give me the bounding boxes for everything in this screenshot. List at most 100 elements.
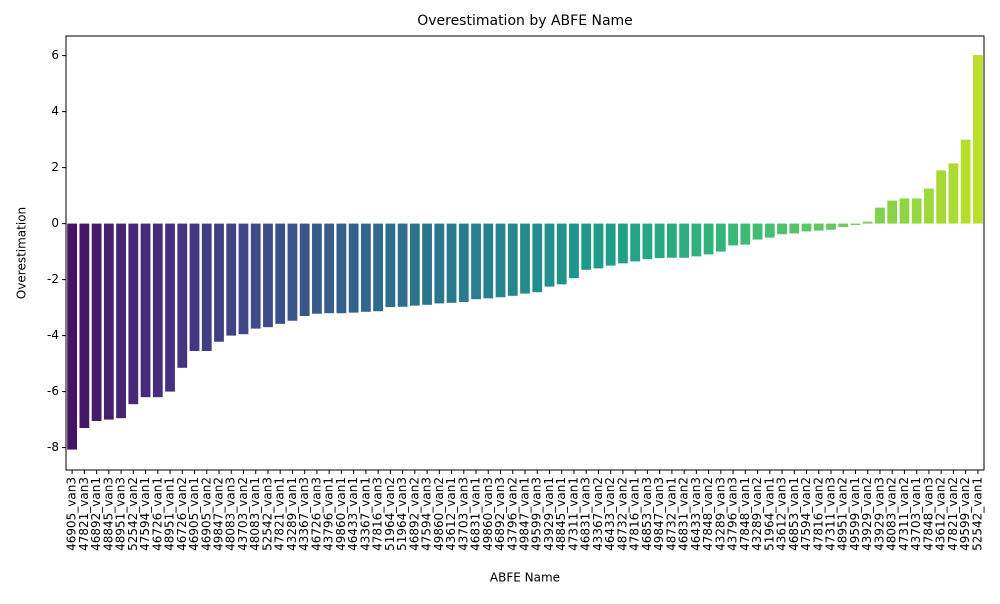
x-tick-label: 49860_van1 (334, 477, 348, 551)
bar (605, 223, 616, 266)
x-tick-label: 52542_van3 (260, 477, 274, 551)
bar (385, 223, 396, 308)
bar (471, 223, 481, 300)
x-tick-label: 47848_van2 (701, 477, 715, 551)
x-tick-label: 43367_van1 (358, 477, 372, 551)
x-tick-label: 49860_van3 (481, 477, 495, 551)
x-tick-label: 43367_van2 (591, 477, 605, 551)
bar (936, 170, 947, 224)
bar (250, 223, 261, 329)
x-tick-label: 43289_van2 (750, 477, 764, 551)
bar (777, 223, 787, 235)
x-tick-label: 48951_van2 (836, 477, 850, 551)
x-tick-label: 47821_van2 (946, 477, 960, 551)
x-tick-label: 47816_van2 (811, 477, 825, 551)
x-tick-label: 46433_van2 (603, 477, 617, 551)
x-tick-label: 48951_van3 (114, 477, 128, 551)
bar (569, 223, 579, 279)
x-tick-label: 43703_van3 (456, 477, 470, 551)
bar (312, 223, 322, 314)
bar (764, 223, 775, 238)
x-tick-label: 46831_van1 (469, 477, 483, 551)
bar (666, 223, 677, 258)
x-tick-label: 49599_van3 (530, 477, 544, 551)
bar (458, 223, 469, 302)
x-tick-label: 49847_van2 (212, 477, 226, 551)
x-tick-label: 46905_van1 (187, 477, 201, 551)
x-tick-label: 48083_van2 (885, 477, 899, 551)
x-tick-label: 47594_van1 (138, 477, 152, 551)
bar (483, 223, 494, 299)
bar (520, 223, 530, 294)
x-tick-label: 43612_van1 (444, 477, 458, 551)
x-tick-label: 43289_van1 (285, 477, 299, 551)
bar (838, 223, 849, 227)
bar (275, 223, 286, 324)
bar (238, 223, 249, 335)
x-tick-label: 43796_van3 (726, 477, 740, 551)
x-tick-label: 43929_van3 (872, 477, 886, 551)
x-tick-label: 46853_van1 (787, 477, 801, 551)
bar (165, 223, 175, 392)
y-axis-label: Overestimation (15, 207, 29, 299)
x-tick-label: 48083_van3 (224, 477, 238, 551)
y-tick-label: -4 (47, 328, 59, 342)
bar (960, 139, 971, 224)
y-tick-label: 2 (51, 160, 59, 174)
x-tick-label: 46892_van2 (407, 477, 421, 551)
x-tick-label: 46726_van3 (309, 477, 323, 551)
x-tick-label: 51964_van3 (395, 477, 409, 551)
x-tick-label: 43612_van2 (934, 477, 948, 551)
bar (507, 223, 518, 296)
x-tick-label: 48732_van1 (664, 477, 678, 551)
bar (79, 223, 90, 428)
x-tick-label: 43796_van1 (322, 477, 336, 551)
x-tick-label: 46726_van2 (175, 477, 189, 551)
bar (642, 223, 653, 260)
x-tick-label: 46831_van3 (579, 477, 593, 551)
x-tick-label: 47821_van3 (77, 477, 91, 551)
bar (728, 223, 738, 246)
bar (91, 223, 102, 421)
x-tick-label: 49860_van2 (432, 477, 446, 551)
y-tick-label: -2 (47, 272, 59, 286)
bar (299, 223, 310, 316)
x-tick-label: 47311_van3 (824, 477, 838, 551)
x-tick-label: 43929_van1 (542, 477, 556, 551)
x-tick-label: 51964_van1 (762, 477, 776, 551)
x-tick-label: 43367_van3 (297, 477, 311, 551)
bar (862, 221, 873, 224)
x-tick-label: 52542_van2 (126, 477, 140, 551)
bar (152, 223, 163, 398)
bar (813, 223, 824, 231)
x-tick-label: 46853_van3 (640, 477, 654, 551)
bar (875, 207, 885, 224)
x-tick-label: 43612_van3 (775, 477, 789, 551)
x-tick-label: 47816_van3 (371, 477, 385, 551)
x-tick-label: 46905_van2 (199, 477, 213, 551)
x-tick-label: 43703_van1 (909, 477, 923, 551)
x-tick-label: 52542_van1 (970, 477, 984, 551)
bar (140, 223, 151, 398)
bar (336, 223, 347, 314)
bar (422, 223, 432, 305)
x-tick-label: 48845_van3 (101, 477, 115, 551)
bar (409, 223, 420, 306)
bar (593, 223, 604, 269)
bar (911, 198, 922, 224)
x-tick-label: 48083_van1 (248, 477, 262, 551)
x-tick-label: 43929_van2 (860, 477, 874, 551)
bar (618, 223, 628, 264)
y-tick-label: 6 (51, 48, 59, 62)
x-tick-label: 46831_van2 (677, 477, 691, 551)
x-tick-label: 46905_van3 (65, 477, 79, 551)
x-axis-label: ABFE Name (490, 571, 560, 585)
y-tick-label: -6 (47, 384, 59, 398)
x-tick-label: 47848_van3 (921, 477, 935, 551)
x-tick-label: 46892_van3 (493, 477, 507, 551)
y-tick-label: 4 (51, 104, 59, 118)
bar (789, 223, 800, 234)
x-tick-label: 46433_van3 (689, 477, 703, 551)
bar (703, 223, 714, 255)
